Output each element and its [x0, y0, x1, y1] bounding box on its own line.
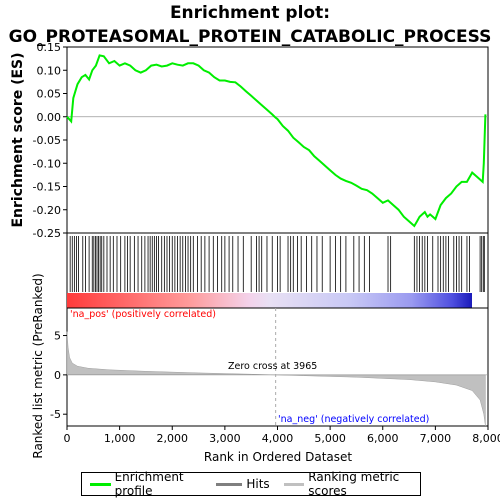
- neg-correlated-label: 'na_neg' (negatively correlated): [278, 414, 429, 425]
- x-tick-label: 5,000: [314, 432, 346, 445]
- x-tick-label: 4,000: [262, 432, 294, 445]
- es-ytick-label: -0.25: [33, 227, 61, 240]
- x-tick-label: 8,000: [472, 432, 500, 445]
- legend-label-metric: Ranking metric scores: [308, 470, 400, 498]
- pos-correlated-label: 'na_pos' (positively correlated): [70, 309, 216, 320]
- enrichment-profile-line: [66, 54, 487, 228]
- x-tick-label: 1,000: [104, 432, 136, 445]
- legend-swatch-hits: [216, 482, 243, 486]
- es-ytick-label: 0.00: [37, 111, 62, 124]
- legend-item-metric: Ranking metric scores: [283, 470, 414, 498]
- chart-title-line2: GO_PROTEASOMAL_PROTEIN_CATABOLIC_PROCESS: [8, 27, 492, 47]
- es-axis: 0.15 0.10 0.05 0.00 -0.05 -0.10 -0.15 -0.20 -0.2…: [33, 41, 67, 240]
- hits-marks: [69, 236, 485, 292]
- legend-label-hits: Hits: [246, 477, 270, 491]
- es-panel-frame: [66, 46, 489, 234]
- x-tick-label: 0: [64, 432, 71, 445]
- metric-xlabel: Rank in Ordered Dataset: [204, 450, 352, 464]
- zero-cross-label: Zero cross at 3965: [228, 361, 317, 372]
- metric-panel-frame: [66, 307, 489, 427]
- metric-ylabel: Ranked list metric (PreRanked): [31, 273, 45, 458]
- metric-ytick-label: -5: [50, 408, 61, 421]
- x-tick-label: 3,000: [209, 432, 241, 445]
- es-ytick-label: -0.10: [33, 157, 61, 170]
- es-ytick-label: -0.15: [33, 181, 61, 194]
- legend: Enrichment profile Hits Ranking metric s…: [81, 470, 421, 498]
- x-axis: 0 1,000 2,000 3,000 4,000 5,000 6,000 7,000 8,00…: [64, 426, 500, 445]
- es-ytick-label: 0.15: [37, 41, 62, 54]
- legend-item-hits: Hits: [216, 477, 270, 491]
- metric-y-axis: 5 0 -5: [50, 330, 67, 421]
- chart-title-line1: Enrichment plot:: [169, 3, 331, 23]
- es-ytick-label: 0.10: [37, 64, 62, 77]
- x-tick-label: 6,000: [367, 432, 399, 445]
- legend-label-profile: Enrichment profile: [114, 470, 184, 498]
- legend-swatch-profile: [90, 482, 111, 486]
- enrichment-plot: 0.15 0.10 0.05 0.00 -0.05 -0.10 -0.15 -0.20 -0.2…: [10, 41, 500, 464]
- legend-item-enrichment-profile: Enrichment profile: [90, 470, 202, 498]
- x-tick-label: 2,000: [157, 432, 189, 445]
- es-ytick-label: -0.05: [33, 134, 61, 147]
- legend-swatch-metric: [283, 482, 305, 486]
- es-ytick-label: 0.05: [37, 88, 62, 101]
- x-tick-label: 7,000: [420, 432, 452, 445]
- metric-ytick-label: 5: [54, 330, 61, 343]
- metric-ytick-label: 0: [54, 369, 61, 382]
- es-ytick-label: -0.20: [33, 204, 61, 217]
- rank-colorbar: [67, 293, 472, 308]
- es-ylabel: Enrichment score (ES): [10, 52, 26, 227]
